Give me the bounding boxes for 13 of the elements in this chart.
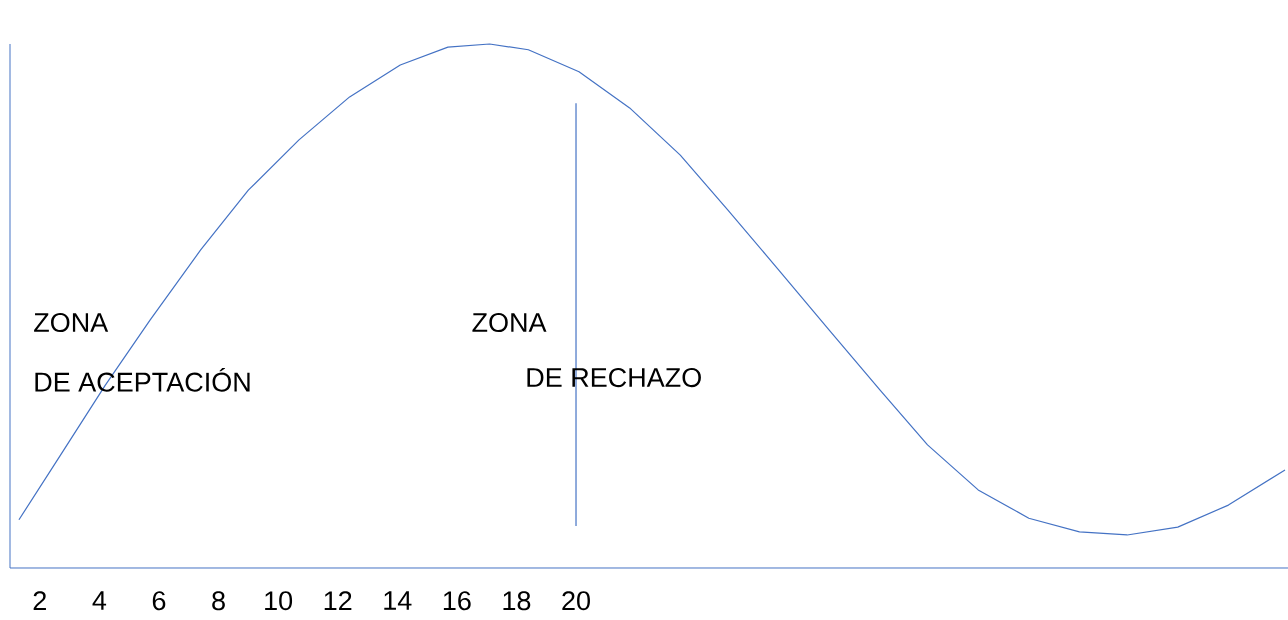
- annotation: ZONA: [472, 313, 547, 333]
- annotation: ZONA: [34, 313, 109, 333]
- x-tick-label: 4: [92, 591, 107, 610]
- x-tick-label: 10: [265, 591, 293, 611]
- annotation: DE RECHAZO: [527, 368, 701, 388]
- x-tick-label: 12: [324, 591, 352, 611]
- x-tick-label: 2: [33, 591, 46, 611]
- x-tick-label: 18: [503, 591, 531, 611]
- x-tick-label: 20: [562, 591, 590, 611]
- x-tick-label: 6: [152, 591, 166, 611]
- x-tick-label: 14: [384, 591, 412, 610]
- x-tick-label: 8: [212, 591, 225, 611]
- x-tick-label: 16: [443, 591, 471, 611]
